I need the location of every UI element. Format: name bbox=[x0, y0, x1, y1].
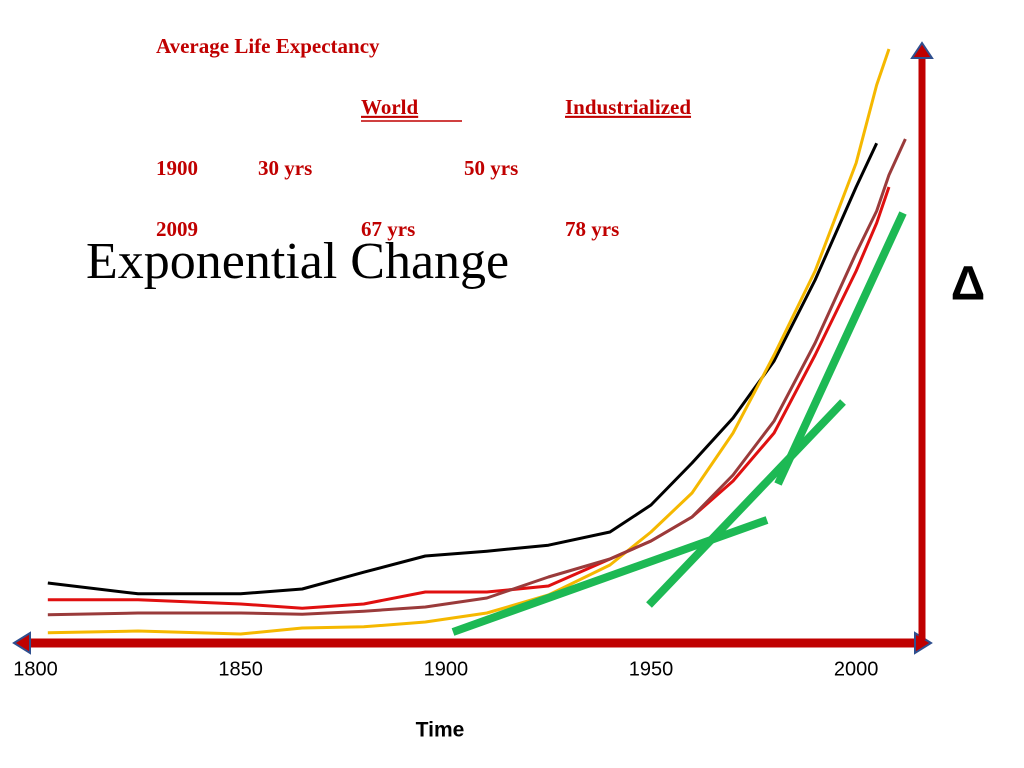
chart-title: Exponential Change bbox=[86, 233, 509, 290]
annotation: 2009 bbox=[156, 217, 198, 241]
x-tick-label: 1950 bbox=[629, 658, 674, 680]
y-axis-arrow bbox=[910, 41, 934, 59]
y-axis-label: Δ bbox=[951, 258, 986, 311]
curve bbox=[47, 48, 891, 636]
tangent-line bbox=[646, 399, 846, 608]
annotation: Average Life Expectancy bbox=[156, 34, 380, 58]
x-tick-label: 1900 bbox=[424, 658, 469, 680]
x-tick-label: 1850 bbox=[218, 658, 263, 680]
tangent-line bbox=[774, 211, 907, 486]
x-tick-label: 1800 bbox=[13, 658, 58, 680]
x-tick-label: 2000 bbox=[834, 658, 879, 680]
curve bbox=[47, 142, 879, 596]
annotation: World bbox=[361, 95, 418, 119]
annotation: 78 yrs bbox=[565, 217, 619, 241]
annotation: 67 yrs bbox=[361, 217, 415, 241]
annotation: 50 yrs bbox=[464, 156, 518, 180]
tangent-line bbox=[451, 516, 769, 636]
annotation: 1900 bbox=[156, 156, 198, 180]
curves bbox=[47, 48, 907, 636]
x-axis-arrow bbox=[12, 631, 31, 655]
annotation: 30 yrs bbox=[258, 156, 312, 180]
annotation: Industrialized bbox=[565, 95, 691, 119]
curve bbox=[47, 138, 907, 617]
x-axis-label: Time bbox=[416, 719, 465, 742]
